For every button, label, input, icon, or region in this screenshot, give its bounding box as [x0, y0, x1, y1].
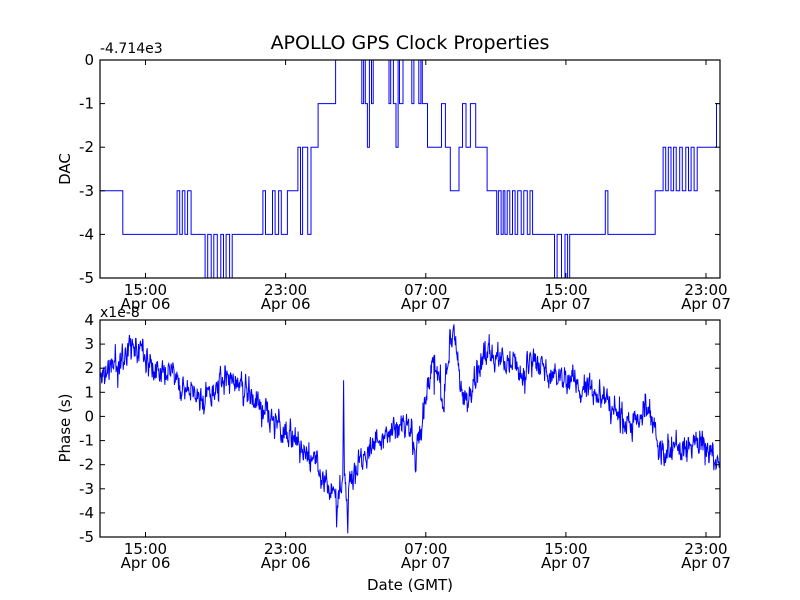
plot-frame: [99, 319, 721, 538]
x-tick-date-label: Apr 07: [681, 295, 731, 313]
y-tick-label: 0: [84, 51, 94, 69]
y-tick-label: -5: [79, 269, 94, 287]
x-tick-date-label: Apr 06: [121, 554, 171, 572]
y-multiplier-label: x1e-8: [100, 305, 140, 321]
x-tick-date-label: Apr 06: [121, 295, 171, 313]
x-tick-date-label: Apr 07: [681, 554, 731, 572]
y-tick-label: -4: [79, 504, 94, 522]
y-tick-label: 4: [84, 311, 94, 329]
x-tick-time-label: 23:00: [264, 281, 307, 299]
y-tick-label: 0: [84, 407, 94, 425]
x-tick-date-label: Apr 06: [261, 554, 311, 572]
x-tick-date-label: Apr 07: [401, 554, 451, 572]
y-tick-label: 1: [84, 383, 94, 401]
y-tick-label: 3: [84, 335, 94, 353]
x-tick-date-label: Apr 06: [261, 295, 311, 313]
x-tick-date-label: Apr 07: [541, 554, 591, 572]
x-tick-time-label: 15:00: [124, 540, 167, 558]
y-tick-label: -2: [79, 456, 94, 474]
y-tick-label: -1: [79, 432, 94, 450]
y-tick-label: -1: [79, 95, 94, 113]
date-axis-label: Date (GMT): [367, 576, 453, 594]
x-tick-time-label: 15:00: [124, 281, 167, 299]
x-tick-time-label: 15:00: [544, 281, 587, 299]
phase-axis-label: Phase (s): [56, 393, 74, 462]
x-tick-time-label: 07:00: [404, 540, 447, 558]
y-tick-label: -3: [79, 480, 94, 498]
x-tick-date-label: Apr 07: [541, 295, 591, 313]
x-tick-time-label: 23:00: [684, 540, 727, 558]
x-tick-time-label: 23:00: [264, 540, 307, 558]
x-tick-time-label: 23:00: [684, 281, 727, 299]
y-tick-label: -3: [79, 182, 94, 200]
x-tick-time-label: 15:00: [544, 540, 587, 558]
y-tick-label: -2: [79, 138, 94, 156]
y-tick-label: 2: [84, 359, 94, 377]
y-offset-label: -4.714e3: [100, 41, 163, 57]
x-tick-time-label: 07:00: [404, 281, 447, 299]
dac-axis-label: DAC: [56, 153, 74, 185]
y-tick-label: -4: [79, 225, 94, 243]
x-tick-date-label: Apr 07: [401, 295, 451, 313]
dac-line: [100, 60, 720, 278]
figure-title: APOLLO GPS Clock Properties: [271, 32, 550, 54]
phase-line: [100, 324, 720, 534]
plot-frame: [99, 59, 721, 279]
y-tick-label: -5: [79, 528, 94, 546]
